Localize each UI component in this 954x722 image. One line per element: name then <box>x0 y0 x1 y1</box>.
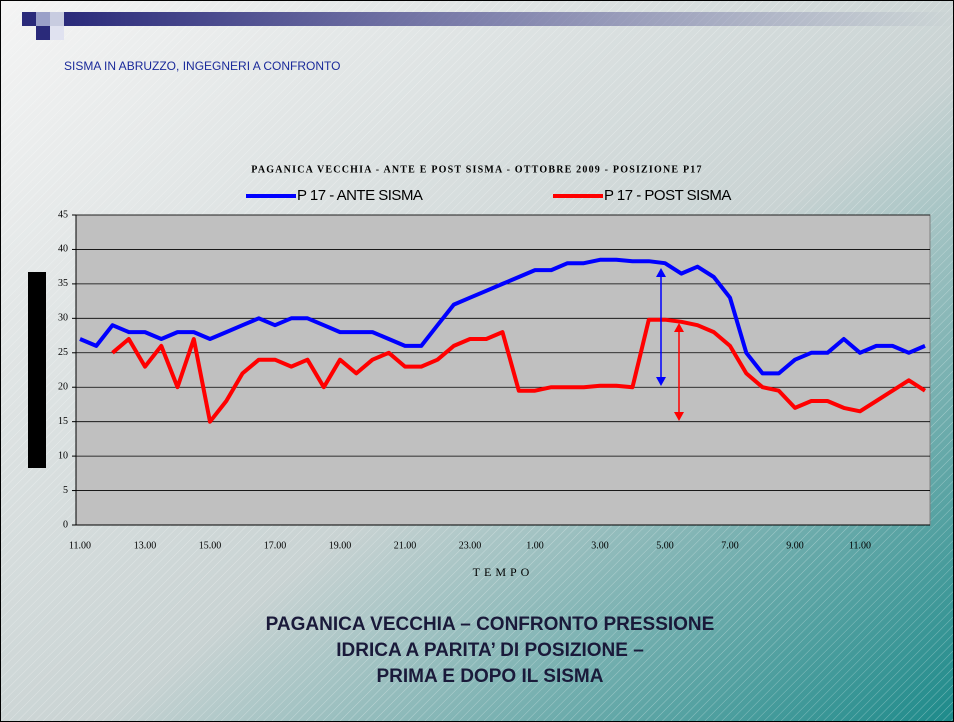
x-tick-label: 5.00 <box>656 540 674 551</box>
y-tick-label: 15 <box>58 416 68 427</box>
x-tick-label: 17.00 <box>264 540 287 551</box>
y-tick-label: 45 <box>58 209 68 220</box>
caption-line: PAGANICA VECCHIA – CONFRONTO PRESSIONE <box>266 614 715 635</box>
y-tick-label: 10 <box>58 450 68 461</box>
plot-area <box>75 214 931 526</box>
arrow-head <box>674 323 684 332</box>
x-tick-label: 21.00 <box>394 540 417 551</box>
x-tick-label: 23.00 <box>459 540 482 551</box>
arrow-head <box>656 377 666 386</box>
header: SISMA IN ABRUZZO, INGEGNERI A CONFRONTO <box>64 59 341 73</box>
chart-title: PAGANICA VECCHIA - ANTE E POST SISMA - O… <box>251 164 702 175</box>
legend-label: P 17 - POST SISMA <box>604 187 731 204</box>
y-tick-label: 20 <box>58 382 68 393</box>
series-line <box>111 317 927 424</box>
logo-squares <box>22 12 954 40</box>
caption-line: IDRICA A PARITA’ DI POSIZIONE – <box>336 640 644 661</box>
x-tick-label: 15.00 <box>199 540 222 551</box>
y-tick-label: 25 <box>58 347 68 358</box>
arrow-head <box>656 268 666 277</box>
y-tick-label: 0 <box>63 519 68 530</box>
x-tick-label: 3.00 <box>591 540 609 551</box>
arrow-head <box>674 412 684 421</box>
x-tick-label: 11.00 <box>849 540 871 551</box>
legend-label: P 17 - ANTE SISMA <box>297 187 423 204</box>
x-tick-label: 1.00 <box>526 540 544 551</box>
caption-line: PRIMA E DOPO IL SISMA <box>377 666 604 687</box>
x-tick-label: 13.00 <box>134 540 157 551</box>
hidden-axis-label <box>28 272 46 468</box>
y-tick-label: 5 <box>63 485 68 496</box>
x-tick-label: 9.00 <box>786 540 804 551</box>
x-tick-label: 7.00 <box>721 540 739 551</box>
x-axis-title: TEMPO <box>473 565 534 579</box>
x-tick-label: 19.00 <box>329 540 352 551</box>
x-tick-label: 11.00 <box>69 540 91 551</box>
y-tick-label: 40 <box>58 244 68 255</box>
y-tick-label: 35 <box>58 278 68 289</box>
series-line <box>79 257 926 376</box>
y-tick-label: 30 <box>58 313 68 324</box>
plot: 0 5 10 15 20 25 30 35 40 45 11.00 13.00 15.00 17.00 19… <box>58 187 931 551</box>
